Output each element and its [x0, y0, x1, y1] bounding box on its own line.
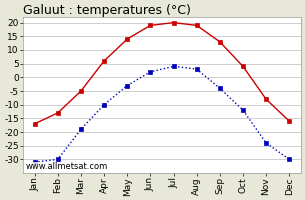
Text: www.allmetsat.com: www.allmetsat.com — [26, 162, 108, 171]
Text: Galuut : temperatures (°C): Galuut : temperatures (°C) — [23, 4, 191, 17]
